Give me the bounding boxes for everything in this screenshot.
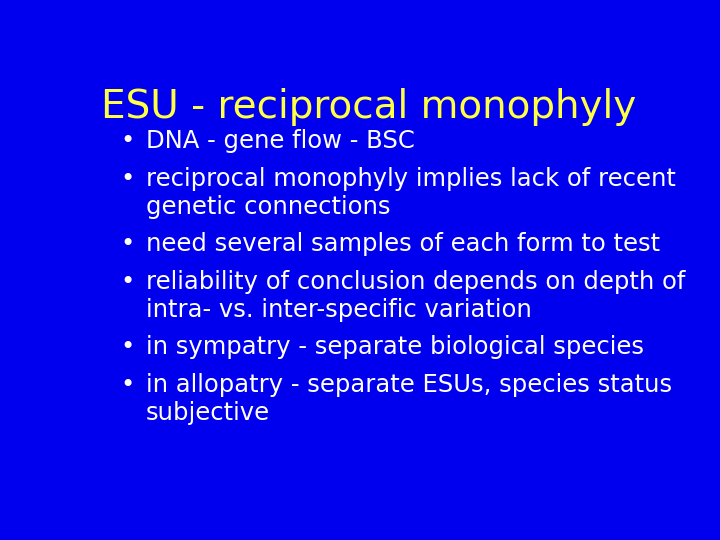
Text: ESU - reciprocal monophyly: ESU - reciprocal monophyly <box>102 87 636 126</box>
Text: •: • <box>121 129 135 153</box>
Text: reliability of conclusion depends on depth of: reliability of conclusion depends on dep… <box>145 270 685 294</box>
Text: need several samples of each form to test: need several samples of each form to tes… <box>145 232 660 256</box>
Text: genetic connections: genetic connections <box>145 195 390 219</box>
Text: in allopatry - separate ESUs, species status: in allopatry - separate ESUs, species st… <box>145 373 672 397</box>
Text: intra- vs. inter-specific variation: intra- vs. inter-specific variation <box>145 298 531 322</box>
Text: in sympatry - separate biological species: in sympatry - separate biological specie… <box>145 335 644 360</box>
Text: •: • <box>121 270 135 294</box>
Text: •: • <box>121 232 135 256</box>
Text: subjective: subjective <box>145 401 270 425</box>
Text: reciprocal monophyly implies lack of recent: reciprocal monophyly implies lack of rec… <box>145 167 675 191</box>
Text: DNA - gene flow - BSC: DNA - gene flow - BSC <box>145 129 415 153</box>
Text: •: • <box>121 373 135 397</box>
Text: •: • <box>121 335 135 360</box>
Text: •: • <box>121 167 135 191</box>
